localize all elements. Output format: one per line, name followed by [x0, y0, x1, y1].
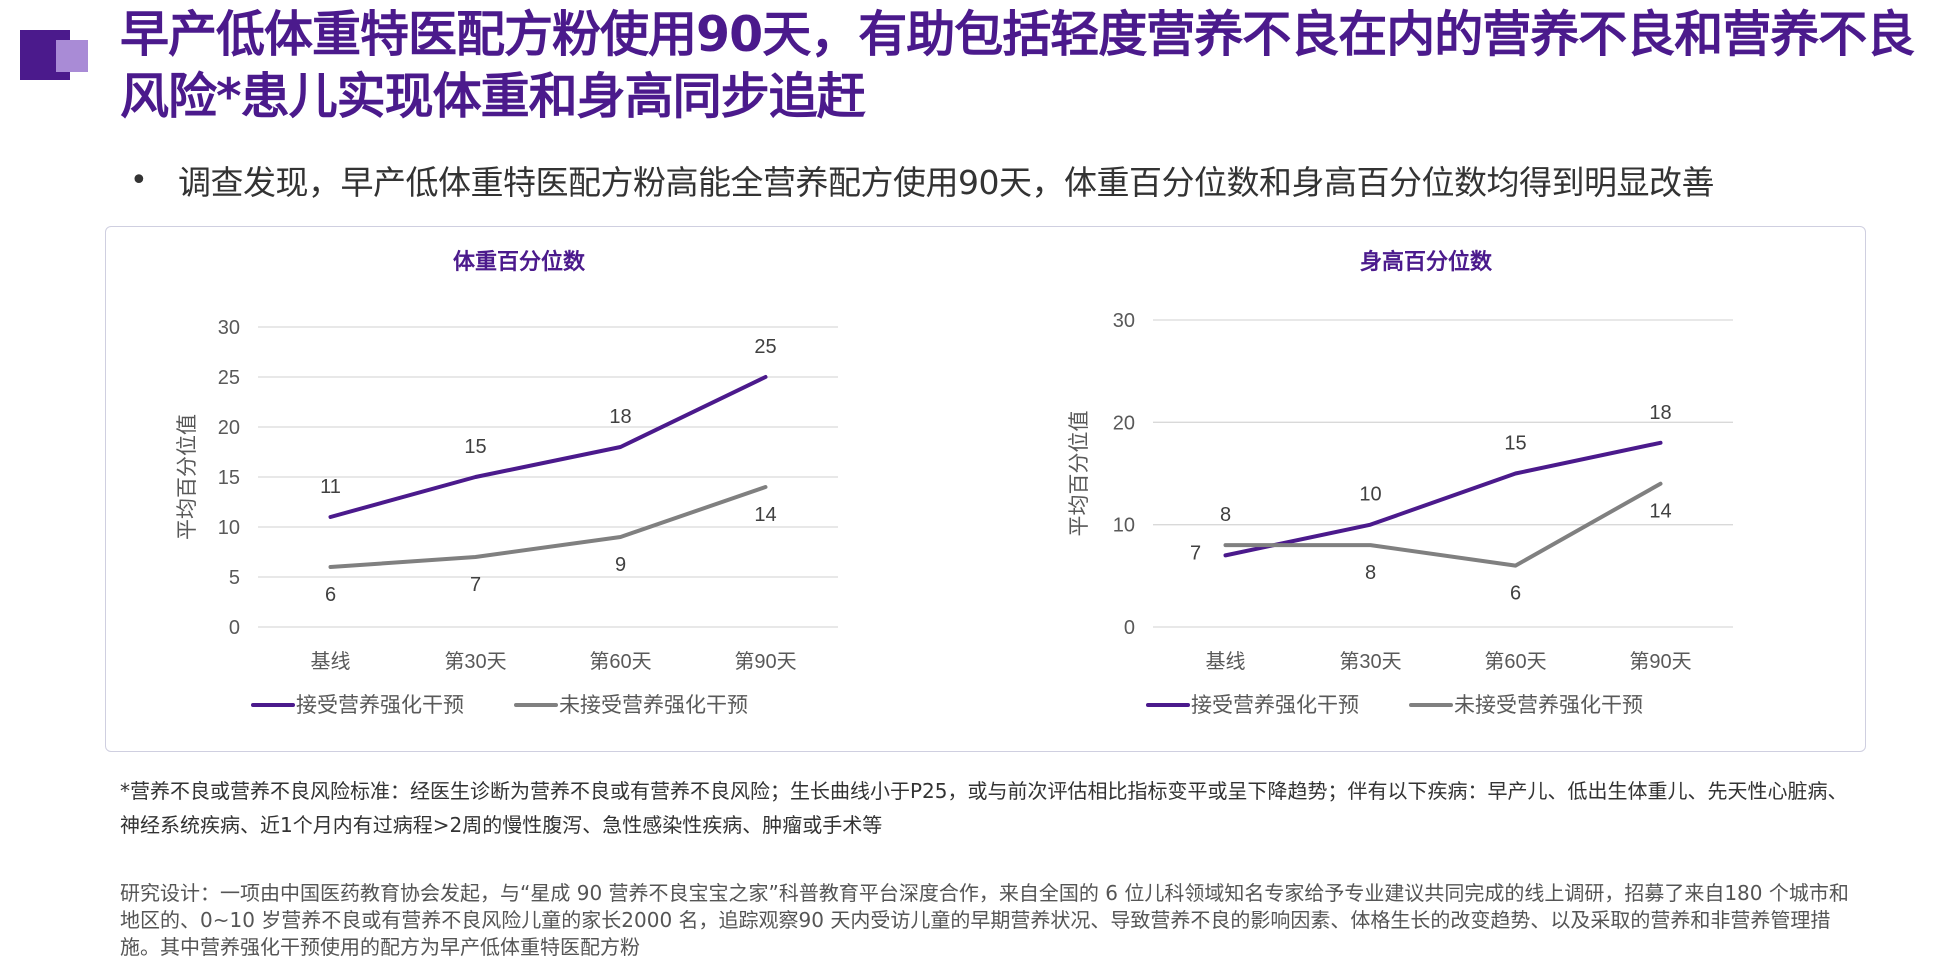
y-axis-label: 平均百分位值	[1068, 411, 1091, 537]
data-label: 18	[609, 406, 631, 428]
data-label: 15	[1504, 433, 1526, 455]
data-label: 18	[1649, 402, 1671, 424]
brand-logo	[20, 30, 90, 84]
series-line-control	[1223, 481, 1663, 568]
data-label: 7	[1190, 542, 1201, 564]
x-tick-label: 基线	[311, 650, 351, 673]
legend-label: 接受营养强化干预	[296, 694, 464, 717]
y-tick-label: 5	[229, 567, 240, 589]
x-tick-label: 第90天	[1629, 650, 1691, 673]
legend-label: 未接受营养强化干预	[559, 694, 748, 717]
data-label: 14	[754, 504, 776, 526]
data-label: 11	[320, 476, 341, 498]
data-label: 14	[1649, 501, 1671, 523]
legend-label: 未接受营养强化干预	[1454, 694, 1643, 717]
y-tick-label: 30	[1113, 310, 1135, 332]
data-label: 6	[1510, 583, 1521, 605]
x-tick-label: 第30天	[444, 650, 506, 673]
legend-label: 接受营养强化干预	[1191, 694, 1359, 717]
y-tick-label: 20	[218, 417, 240, 439]
data-label: 6	[325, 584, 336, 606]
series-line-intervention	[1223, 440, 1663, 558]
bullet-icon: •	[130, 162, 148, 198]
data-label: 25	[754, 336, 776, 358]
logo-square-light	[56, 40, 88, 72]
study-design: 研究设计：一项由中国医药教育协会发起，与“星成 90 营养不良宝宝之家”科普教育…	[120, 881, 1849, 959]
y-tick-label: 0	[1124, 617, 1135, 639]
data-label: 8	[1365, 562, 1376, 584]
page-title: 早产低体重特医配方粉使用90天，有助包括轻度营养不良在内的营养不良和营养不良风险…	[120, 6, 1915, 125]
y-tick-label: 25	[218, 367, 240, 389]
y-tick-label: 20	[1113, 412, 1135, 434]
data-label: 7	[470, 574, 481, 596]
y-tick-label: 10	[218, 517, 240, 539]
summary-text: 调查发现，早产低体重特医配方粉高能全营养配方使用90天，体重百分位数和身高百分位…	[178, 163, 1715, 202]
x-tick-label: 第90天	[734, 650, 796, 673]
data-label: 10	[1359, 484, 1381, 506]
y-axis-label: 平均百分位值	[176, 414, 199, 540]
data-label: 8	[1220, 504, 1231, 526]
chart-title: 体重百分位数	[453, 249, 586, 274]
x-tick-label: 基线	[1206, 650, 1246, 673]
x-tick-label: 第60天	[589, 650, 651, 673]
y-tick-label: 0	[229, 617, 240, 639]
x-tick-label: 第60天	[1484, 650, 1546, 673]
charts-panel: 体重百分位数 0 5 10 15 20 25 30 平均百分位值基线 第30天 第60天 第90天 11…	[105, 226, 1866, 752]
summary-bullet: • 调查发现，早产低体重特医配方粉高能全营养配方使用90天，体重百分位数和身高百…	[130, 156, 1715, 204]
series-line-control	[328, 485, 768, 569]
y-tick-label: 15	[218, 467, 240, 489]
footnote: *营养不良或营养不良风险标准：经医生诊断为营养不良或有营养不良风险；生长曲线小于…	[120, 779, 1848, 837]
chart-title: 身高百分位数	[1360, 249, 1493, 274]
data-label: 9	[615, 554, 626, 576]
x-tick-label: 第30天	[1339, 650, 1401, 673]
y-tick-label: 30	[218, 317, 240, 339]
y-tick-label: 10	[1113, 515, 1135, 537]
series-line-intervention	[328, 375, 768, 519]
data-label: 15	[464, 436, 486, 458]
